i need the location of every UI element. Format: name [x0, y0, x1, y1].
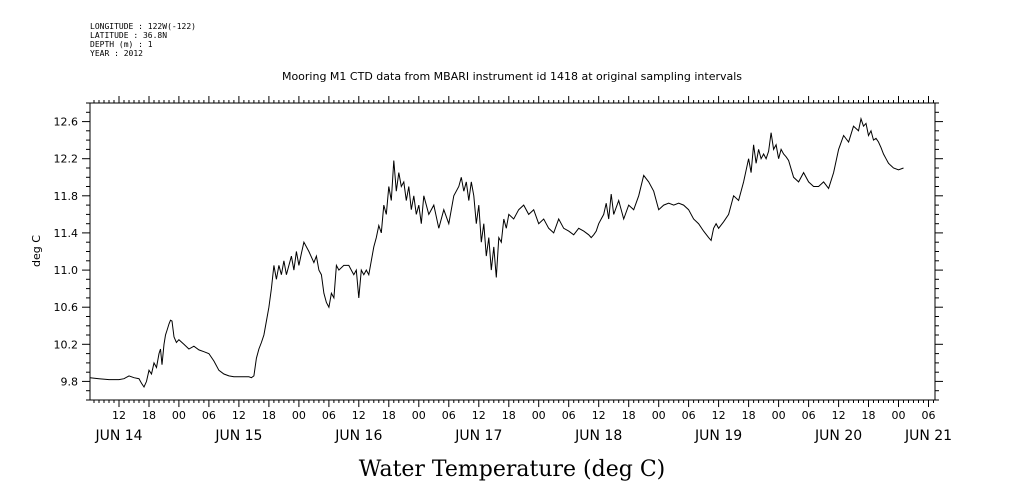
y-tick-label: 10.2: [54, 338, 79, 351]
x-day-label: JUN 14: [94, 428, 142, 444]
x-day-label: JUN 15: [214, 428, 262, 444]
x-hour-tick-label: 00: [412, 409, 426, 422]
x-hour-tick-label: 00: [172, 409, 186, 422]
x-hour-tick-label: 06: [922, 409, 936, 422]
y-tick-label: 11.4: [54, 227, 79, 240]
x-hour-tick-label: 06: [202, 409, 216, 422]
x-day-label: JUN 16: [334, 428, 382, 444]
y-tick-label: 12.2: [54, 153, 79, 166]
y-tick-label: 11.0: [54, 264, 79, 277]
x-hour-tick-label: 00: [292, 409, 306, 422]
plot-frame: [89, 102, 936, 401]
x-hour-tick-label: 12: [352, 409, 366, 422]
y-tick-label: 11.8: [54, 190, 79, 203]
dataset-metadata: LONGITUDE : 122W(-122) LATITUDE : 36.8N …: [90, 22, 196, 58]
x-axis-label: Water Temperature (deg C): [359, 457, 666, 482]
x-hour-tick-label: 06: [322, 409, 336, 422]
x-hour-tick-label: 00: [772, 409, 786, 422]
plot-axes: 12 18 00 06 12 18 00 06 12 18 00 06 12 18 00 06 12 18 00 06…: [54, 96, 952, 444]
x-hour-tick-label: 00: [652, 409, 666, 422]
latitude-text: LATITUDE : 36.8N: [90, 31, 168, 40]
depth-text: DEPTH (m) : 1: [90, 40, 153, 49]
x-hour-tick-label: 00: [532, 409, 546, 422]
chart-title: Mooring M1 CTD data from MBARI instrumen…: [282, 70, 742, 83]
x-hour-tick-label: 18: [382, 409, 396, 422]
x-day-label: JUN 19: [694, 428, 742, 444]
x-hour-tick-label: 12: [232, 409, 246, 422]
x-hour-tick-label: 18: [502, 409, 516, 422]
x-hour-tick-label: 06: [682, 409, 696, 422]
x-hour-tick-label: 12: [472, 409, 486, 422]
x-hour-tick-label: 12: [712, 409, 726, 422]
x-hour-tick-label: 06: [562, 409, 576, 422]
x-day-label: JUN 20: [814, 428, 862, 444]
y-tick-label: 12.6: [54, 116, 79, 129]
x-hour-tick-label: 12: [832, 409, 846, 422]
x-hour-tick-label: 18: [142, 409, 156, 422]
x-hour-tick-label: 18: [262, 409, 276, 422]
x-day-label: JUN 18: [574, 428, 622, 444]
x-day-label: JUN 21: [904, 428, 952, 444]
x-hour-tick-label: 12: [592, 409, 606, 422]
longitude-text: LONGITUDE : 122W(-122): [90, 22, 196, 31]
x-hour-tick-label: 18: [742, 409, 756, 422]
x-hour-tick-label: 06: [442, 409, 456, 422]
temperature-series-line: [89, 116, 904, 389]
x-hour-tick-label: 12: [112, 409, 126, 422]
year-text: YEAR : 2012: [90, 49, 143, 58]
y-tick-label: 9.8: [61, 375, 79, 388]
series-layer: [89, 116, 904, 389]
y-axis-label: deg C: [30, 235, 43, 267]
y-tick-label: 10.6: [54, 301, 79, 314]
x-hour-tick-label: 18: [622, 409, 636, 422]
x-hour-tick-label: 00: [892, 409, 906, 422]
x-hour-tick-label: 18: [862, 409, 876, 422]
x-day-label: JUN 17: [454, 428, 502, 444]
x-hour-tick-label: 06: [802, 409, 816, 422]
